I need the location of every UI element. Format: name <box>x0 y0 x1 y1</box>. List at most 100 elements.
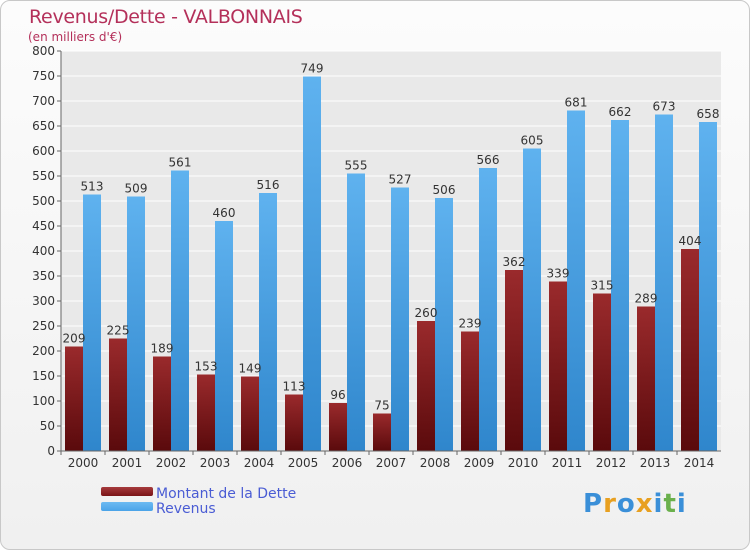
data-label-dette-2008: 260 <box>415 306 438 320</box>
legend-label-dette: Montant de la Dette <box>156 486 297 502</box>
bar-revenus-2009 <box>479 168 497 451</box>
y-tick-label: 300 <box>32 294 55 308</box>
y-tick-label: 350 <box>32 269 55 283</box>
legend-swatch-dette <box>101 487 153 496</box>
bar-dette-2004 <box>241 376 259 451</box>
y-tick-label: 400 <box>32 244 55 258</box>
bar-dette-2001 <box>109 338 127 451</box>
y-tick-label: 600 <box>32 144 55 158</box>
bar-dette-2013 <box>637 306 655 451</box>
x-tick-label: 2004 <box>244 456 275 470</box>
y-tick-label: 200 <box>32 344 55 358</box>
y-tick-label: 100 <box>32 394 55 408</box>
data-label-revenus-2003: 460 <box>213 206 236 220</box>
x-tick-label: 2003 <box>200 456 231 470</box>
bar-revenus-2001 <box>127 196 145 451</box>
data-label-revenus-2009: 566 <box>477 153 500 167</box>
bar-dette-2000 <box>65 346 83 451</box>
bar-revenus-2000 <box>83 194 101 451</box>
data-label-revenus-2004: 516 <box>257 178 280 192</box>
y-tick-label: 650 <box>32 119 55 133</box>
x-tick-label: 2013 <box>640 456 671 470</box>
data-label-revenus-2010: 605 <box>521 134 544 148</box>
bar-dette-2007 <box>373 413 391 451</box>
data-label-revenus-2011: 681 <box>565 96 588 110</box>
bar-dette-2003 <box>197 374 215 451</box>
bar-revenus-2013 <box>655 114 673 451</box>
x-tick-label: 2014 <box>684 456 715 470</box>
bar-dette-2011 <box>549 281 567 451</box>
bar-revenus-2011 <box>567 110 585 451</box>
data-label-revenus-2007: 527 <box>389 173 412 187</box>
bar-revenus-2012 <box>611 120 629 451</box>
bar-dette-2005 <box>285 394 303 451</box>
data-label-dette-2009: 239 <box>459 317 482 331</box>
data-label-revenus-2005: 749 <box>301 62 324 76</box>
x-axis: 2000 2001 2002 2003 2004 2005 2006 2007 2008 2009… <box>60 450 721 470</box>
legend-swatch-revenus <box>101 502 153 511</box>
bar-revenus-2003 <box>215 221 233 451</box>
bar-dette-2009 <box>461 331 479 451</box>
data-label-dette-2004: 149 <box>239 362 262 376</box>
y-tick-label: 50 <box>40 419 55 433</box>
legend-label-revenus: Revenus <box>156 501 216 517</box>
y-axis: 0 50 100 150 200 250 300 350 400 450 500 550 600 650 7… <box>32 44 62 458</box>
data-label-revenus-2014: 658 <box>697 107 720 121</box>
y-tick-label: 450 <box>32 219 55 233</box>
y-tick-label: 700 <box>32 94 55 108</box>
y-tick-label: 150 <box>32 369 55 383</box>
bar-revenus-2010 <box>523 148 541 451</box>
data-label-revenus-2000: 513 <box>81 180 104 194</box>
x-tick-label: 2005 <box>288 456 319 470</box>
bar-revenus-2014 <box>699 122 717 451</box>
x-tick-label: 2007 <box>376 456 407 470</box>
bar-revenus-2002 <box>171 170 189 451</box>
data-label-dette-2006: 96 <box>330 388 345 402</box>
data-label-dette-2013: 289 <box>635 292 658 306</box>
x-tick-label: 2011 <box>552 456 583 470</box>
x-tick-label: 2009 <box>464 456 495 470</box>
bars <box>65 76 717 451</box>
bar-dette-2008 <box>417 321 435 451</box>
bar-revenus-2005 <box>303 76 321 451</box>
bar-revenus-2004 <box>259 193 277 451</box>
bar-revenus-2007 <box>391 187 409 451</box>
data-labels: 209 513 225 509 189 561 153 460 149 516 113 749 96 55… <box>63 62 720 413</box>
y-tick-label: 500 <box>32 194 55 208</box>
data-label-revenus-2002: 561 <box>169 156 192 170</box>
data-label-dette-2001: 225 <box>107 324 130 338</box>
data-label-revenus-2012: 662 <box>609 105 632 119</box>
x-tick-label: 2012 <box>596 456 627 470</box>
y-tick-label: 0 <box>47 444 55 458</box>
bar-dette-2002 <box>153 356 171 451</box>
proxiti-logo: Proxiti <box>583 489 687 519</box>
data-label-revenus-2006: 555 <box>345 159 368 173</box>
data-label-dette-2007: 75 <box>374 399 389 413</box>
bar-revenus-2006 <box>347 173 365 451</box>
y-tick-label: 550 <box>32 169 55 183</box>
data-label-revenus-2008: 506 <box>433 183 456 197</box>
x-tick-label: 2010 <box>508 456 539 470</box>
chart-title: Revenus/Dette - VALBONNAIS <box>29 6 303 28</box>
x-tick-label: 2006 <box>332 456 363 470</box>
data-label-dette-2014: 404 <box>679 234 702 248</box>
data-label-dette-2000: 209 <box>63 332 86 346</box>
data-label-dette-2011: 339 <box>547 267 570 281</box>
y-tick-label: 800 <box>32 44 55 58</box>
data-label-dette-2012: 315 <box>591 279 614 293</box>
chart-subtitle: (en milliers d'€) <box>28 30 123 44</box>
bar-dette-2006 <box>329 403 347 451</box>
data-label-dette-2005: 113 <box>283 380 306 394</box>
x-tick-label: 2001 <box>112 456 143 470</box>
data-label-dette-2003: 153 <box>195 360 218 374</box>
x-tick-label: 2002 <box>156 456 187 470</box>
data-label-dette-2002: 189 <box>151 342 174 356</box>
data-label-dette-2010: 362 <box>503 255 526 269</box>
bar-revenus-2008 <box>435 198 453 451</box>
bar-dette-2014 <box>681 249 699 451</box>
x-tick-label: 2000 <box>68 456 99 470</box>
x-tick-label: 2008 <box>420 456 451 470</box>
bar-dette-2010 <box>505 270 523 451</box>
